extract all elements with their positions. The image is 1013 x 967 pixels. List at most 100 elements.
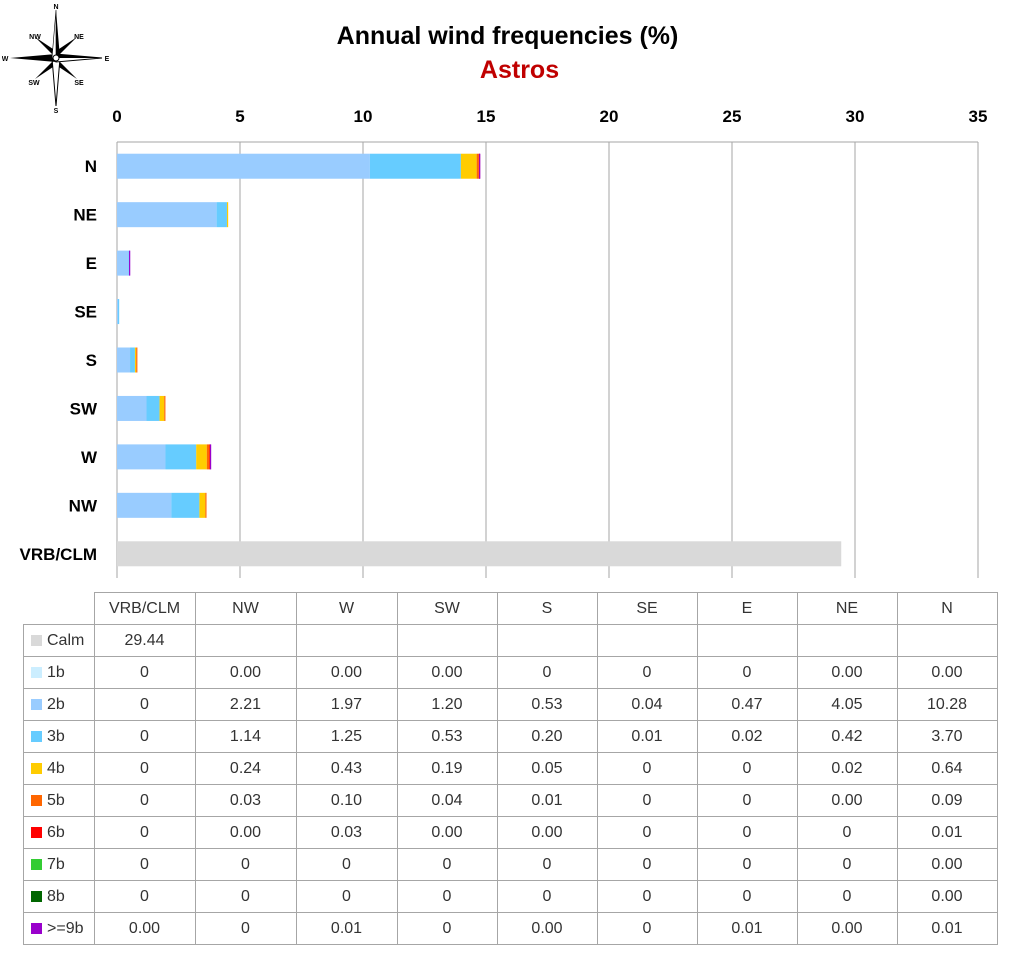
category-label: N: [85, 157, 97, 176]
table-cell: 0.10: [295, 784, 398, 817]
compass-label-s: S: [54, 108, 59, 114]
bar-segment: [209, 444, 212, 470]
legend-label: 4b: [47, 759, 65, 777]
table-cell: 0.00: [796, 784, 898, 817]
table-cell: 4.05: [796, 688, 898, 721]
compass-label-ne: NE: [74, 34, 84, 41]
table-cell: 3.70: [896, 720, 998, 753]
table-cell: 0.64: [896, 752, 998, 785]
legend-row-header: Calm: [23, 624, 95, 657]
bar-segment: [171, 492, 200, 518]
table-row: 8b 0 0 0 0 0 0 0 0 0.00: [23, 880, 998, 913]
legend-label: 2b: [47, 695, 65, 713]
table-cell: 0: [596, 752, 698, 785]
legend-label: >=9b: [47, 919, 84, 937]
table-header-row: VRB/CLM NW W SW S SE E NE N: [23, 592, 998, 625]
compass-label-se: SE: [74, 80, 84, 87]
table-cell: 0: [596, 784, 698, 817]
table-cell: 0.20: [496, 720, 598, 753]
table-cell: 0.01: [596, 720, 698, 753]
table-cell: 1.25: [295, 720, 398, 753]
bar-segment: [146, 395, 160, 421]
table-cell: 0: [596, 880, 698, 913]
table-cell: 0.05: [496, 752, 598, 785]
legend-row-header: 4b: [23, 752, 95, 785]
bar-segment: [130, 347, 135, 373]
table-cell: 0: [295, 880, 398, 913]
legend-row-header: 7b: [23, 848, 95, 881]
x-tick-label: 10: [354, 107, 373, 126]
table-column-header: NE: [796, 592, 898, 625]
bar-segment: [460, 153, 477, 179]
table-cell: 0.01: [295, 912, 398, 945]
table-cell: 0.00: [496, 816, 598, 849]
table-column-header: SW: [396, 592, 498, 625]
table-cell: 0.53: [496, 688, 598, 721]
chart-subtitle: Astros: [479, 56, 560, 84]
table-cell: 0: [696, 816, 798, 849]
x-tick-label: 35: [969, 107, 988, 126]
table-cell: 0: [596, 816, 698, 849]
table-cell: 0.47: [696, 688, 798, 721]
legend-row-header: 8b: [23, 880, 95, 913]
legend-label: 3b: [47, 727, 65, 745]
table-cell: 10.28: [896, 688, 998, 721]
table-cell: 0.43: [295, 752, 398, 785]
x-tick-label: 0: [112, 107, 121, 126]
bar-segment: [117, 395, 147, 421]
table-column-header: E: [696, 592, 798, 625]
legend-swatch: [31, 858, 42, 870]
table-cell: 0: [796, 848, 898, 881]
table-cell: 0.53: [396, 720, 498, 753]
bar-segment: [476, 153, 479, 179]
table-cell: [194, 624, 297, 657]
table-row: 7b 0 0 0 0 0 0 0 0 0.00: [23, 848, 998, 881]
bar-segment: [117, 153, 370, 179]
category-label: SW: [70, 399, 98, 418]
table-cell: 0: [93, 688, 196, 721]
table-row: 4b 0 0.24 0.43 0.19 0.05 0 0 0.02 0.64: [23, 752, 998, 785]
table-row: 3b 0 1.14 1.25 0.53 0.20 0.01 0.02 0.42 3.70: [23, 720, 998, 753]
table-column-header: VRB/CLM: [93, 592, 196, 625]
bar-segment: [117, 444, 166, 470]
category-label: NE: [73, 206, 97, 225]
bar-segment: [117, 202, 217, 228]
table-cell: 0: [796, 816, 898, 849]
table-cell: 0.03: [194, 784, 297, 817]
wind-frequency-table: VRB/CLM NW W SW S SE E NE N Calm 29.44 1b 0 0.00 0.00 0…: [23, 592, 998, 945]
table-cell: 0.01: [496, 784, 598, 817]
table-cell: 0.00: [93, 912, 196, 945]
table-row: 6b 0 0.00 0.03 0.00 0.00 0 0 0 0.01: [23, 816, 998, 849]
table-cell: 0.02: [796, 752, 898, 785]
table-cell: 0.02: [696, 720, 798, 753]
compass-rose-icon: N S W E NW NE SW SE: [2, 4, 110, 114]
compass-label-nw: NW: [29, 34, 41, 41]
compass-needles: [10, 9, 103, 107]
table-row: Calm 29.44: [23, 624, 998, 657]
legend-row-header: 5b: [23, 784, 95, 817]
table-cell: 0: [194, 880, 297, 913]
bar-segment: [199, 492, 206, 518]
category-label: NW: [69, 496, 98, 515]
legend-label: 7b: [47, 855, 65, 873]
table-cell: 1.20: [396, 688, 498, 721]
x-tick-label: 25: [723, 107, 742, 126]
table-cell: 29.44: [93, 624, 196, 657]
bar-segment: [129, 250, 131, 276]
table-cell: 0: [93, 656, 196, 689]
table-cell: 0.00: [796, 656, 898, 689]
bar-segment: [206, 444, 210, 470]
bar-segment: [164, 395, 166, 421]
table-cell: 0: [796, 880, 898, 913]
legend-row-header: 2b: [23, 688, 95, 721]
table-cell: 1.14: [194, 720, 297, 753]
table-cell: 0.03: [295, 816, 398, 849]
table-cell: 0: [696, 848, 798, 881]
table-cell: 0.00: [896, 656, 998, 689]
table-cell: 0.24: [194, 752, 297, 785]
legend-row-header: 3b: [23, 720, 95, 753]
legend-swatch: [31, 634, 42, 646]
table-cell: 0: [596, 848, 698, 881]
legend-row-header: >=9b: [23, 912, 95, 945]
table-cell: 0.00: [896, 880, 998, 913]
